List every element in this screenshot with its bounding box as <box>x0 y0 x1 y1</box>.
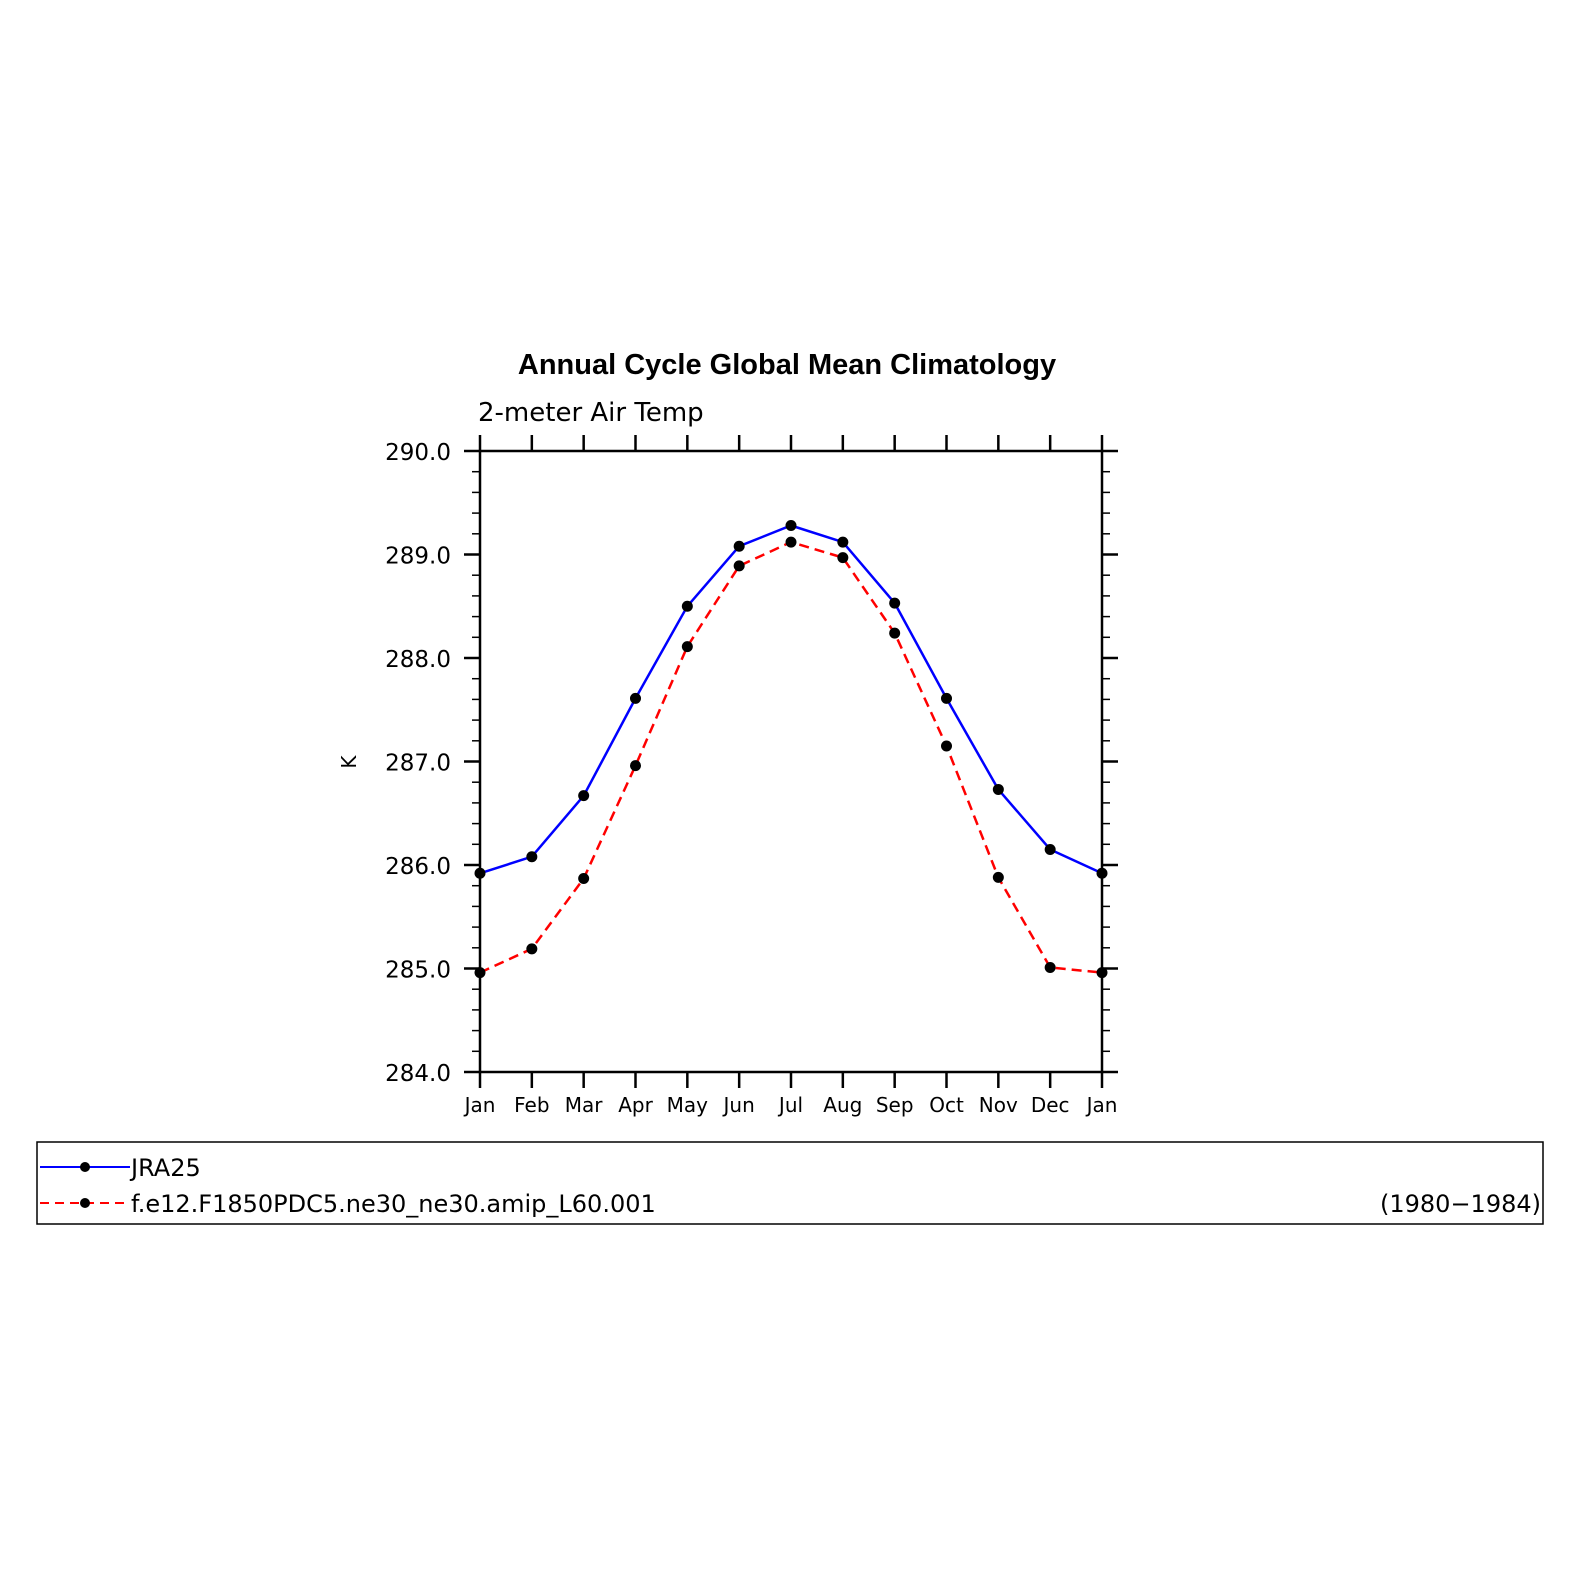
series-0-point <box>578 790 590 802</box>
chart-subtitle: 2-meter Air Temp <box>478 398 704 428</box>
series-1-point <box>474 967 486 979</box>
series-line-0 <box>479 524 1103 875</box>
y-axis-label: K <box>337 755 361 769</box>
series-0-point <box>889 597 901 609</box>
series-0-point <box>785 520 797 532</box>
series-1-point <box>1096 967 1108 979</box>
series-1-point <box>681 641 693 653</box>
y-tick-label: 290.0 <box>385 440 451 466</box>
series-0-point <box>1044 843 1056 855</box>
legend-marker-model <box>80 1198 90 1208</box>
axes: 284.0 285.0 286.0 287.0 288.0 289.0 290.0 Jan Fe… <box>385 435 1118 1117</box>
x-tick-label: Jul <box>777 1093 803 1117</box>
x-tick-label: Apr <box>618 1093 653 1117</box>
x-tick-label: Jun <box>722 1093 755 1117</box>
series-1-point <box>992 871 1004 883</box>
series-line-1 <box>479 540 1103 974</box>
series-0-point <box>733 540 745 552</box>
legend-marker-jra25 <box>80 1162 90 1172</box>
series-1-point <box>1044 961 1056 973</box>
y-tick-label: 286.0 <box>385 854 451 880</box>
y-tick-label: 285.0 <box>385 958 451 984</box>
x-tick-label: Feb <box>514 1093 549 1117</box>
legend-label-jra25: JRA25 <box>129 1154 201 1182</box>
legend-label-model: f.e12.F1850PDC5.ne30_ne30.amip_L60.001 <box>131 1190 656 1218</box>
legend: JRA25 f.e12.F1850PDC5.ne30_ne30.amip_L60… <box>36 1141 1544 1225</box>
x-tick-label: Jan <box>463 1093 496 1117</box>
x-tick-label: Sep <box>876 1093 914 1117</box>
legend-box <box>36 1141 1544 1225</box>
y-tick-label: 289.0 <box>385 544 451 570</box>
legend-period: (1980−1984) <box>1380 1190 1541 1218</box>
x-tick-label: May <box>667 1093 709 1117</box>
series-1-point <box>526 943 538 955</box>
y-tick-label: 287.0 <box>385 751 451 777</box>
x-tick-label: Nov <box>979 1093 1018 1117</box>
y-tick-label: 284.0 <box>385 1061 451 1087</box>
x-tick-label: Jan <box>1085 1093 1118 1117</box>
series-0-point <box>474 867 486 879</box>
x-tick-label: Oct <box>929 1093 964 1117</box>
series-0-point <box>681 600 693 612</box>
series-1-point <box>630 760 641 772</box>
y-tick-label: 288.0 <box>385 647 451 673</box>
series-0-point <box>992 783 1004 795</box>
x-tick-label: Dec <box>1031 1093 1070 1117</box>
series-0-point <box>837 536 849 548</box>
series-1-point <box>785 536 797 548</box>
x-tick-label: Mar <box>565 1093 604 1117</box>
series-1-point <box>889 627 901 639</box>
series-1-point <box>733 560 745 572</box>
series-lines <box>474 520 1108 979</box>
series-0-point <box>941 692 952 704</box>
series-0-point <box>526 851 538 863</box>
series-1-point <box>941 740 952 752</box>
series-0-point <box>1096 867 1108 879</box>
x-tick-label: Aug <box>823 1093 862 1117</box>
series-0-point <box>630 692 641 704</box>
series-1-point <box>837 552 849 564</box>
series-1-point <box>578 872 590 884</box>
chart-title: Annual Cycle Global Mean Climatology <box>518 349 1056 381</box>
